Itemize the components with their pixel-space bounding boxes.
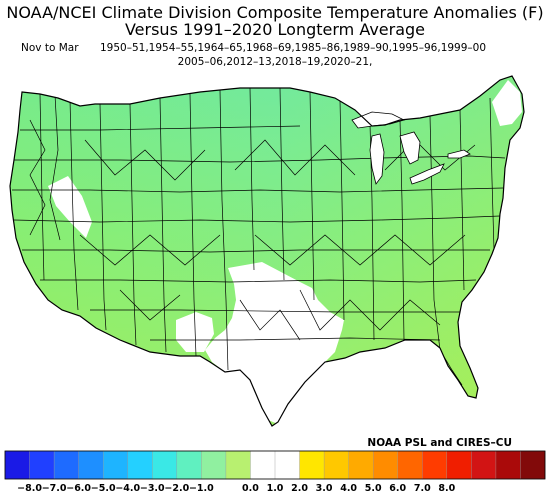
legend-color-cell — [495, 450, 521, 480]
legend-tick-label: −2.0 — [164, 483, 189, 492]
legend-tick-label: −4.0 — [115, 483, 140, 492]
lake-michigan — [369, 133, 385, 185]
legend-color-cell — [397, 450, 423, 480]
legend-color-cell — [422, 450, 448, 480]
legend-tick-label: −7.0 — [42, 483, 67, 492]
legend-tick-label: −3.0 — [140, 483, 165, 492]
division-boundaries — [12, 87, 506, 386]
legend-color-cell — [176, 450, 202, 480]
legend-color-cell — [152, 450, 178, 480]
legend-tick-label: 0.0 — [242, 483, 259, 492]
composite-years-line-1: 1950–51,1954–55,1964–65,1968–69,1985–86,… — [100, 42, 487, 54]
legend-tick-label: 4.0 — [340, 483, 357, 492]
legend-color-cell — [225, 450, 251, 480]
legend-color-cell — [372, 450, 399, 480]
data-source-credit: NOAA PSL and CIRES–CU — [367, 437, 512, 449]
legend-tick-label: 3.0 — [316, 483, 333, 492]
map-title: NOAA/NCEI Climate Division Composite Tem… — [6, 3, 544, 22]
season-label: Nov to Mar — [21, 42, 79, 54]
legend-tick-label: 2.0 — [291, 483, 308, 492]
legend-tick-label: 7.0 — [414, 483, 431, 492]
legend-color-cell — [520, 450, 546, 480]
legend-color-cell — [201, 450, 227, 480]
legend-tick-label: 5.0 — [365, 483, 382, 492]
legend-tick-label: 8.0 — [438, 483, 455, 492]
legend-color-cell — [29, 450, 55, 480]
new-england-neutral-region — [492, 80, 522, 126]
legend-color-cell — [53, 450, 80, 480]
legend-color-cell — [78, 450, 104, 480]
map-subtitle: Versus 1991–2020 Longterm Average — [124, 20, 426, 39]
legend-color-cell — [127, 450, 153, 480]
legend-color-cell — [323, 450, 350, 480]
legend-tick-label: 1.0 — [267, 483, 284, 492]
composite-years-line-2: 2005–06,2012–13,2018–19,2020–21, — [177, 56, 373, 68]
lake-erie — [409, 163, 445, 185]
legend-color-cell — [348, 450, 374, 480]
legend-color-cell — [274, 450, 301, 480]
legend-color-cell — [446, 450, 472, 480]
legend-tick-label: −8.0 — [17, 483, 42, 492]
legend-tick-label: −5.0 — [91, 483, 116, 492]
lake-superior — [351, 111, 406, 129]
legend-color-cell — [471, 450, 497, 480]
texas-neutral-region — [205, 262, 344, 424]
lake-huron — [399, 131, 421, 165]
legend-tick-label: 6.0 — [389, 483, 406, 492]
legend-color-cell — [102, 450, 129, 480]
legend-color-cell — [250, 450, 276, 480]
legend-tick-label: −6.0 — [66, 483, 91, 492]
legend-tick-label: −1.0 — [189, 483, 214, 492]
legend-color-cell — [299, 450, 325, 480]
legend-frame — [4, 450, 546, 480]
nevada-neutral-region — [48, 176, 92, 238]
lake-ontario — [447, 149, 471, 159]
legend-color-cell — [4, 450, 31, 480]
